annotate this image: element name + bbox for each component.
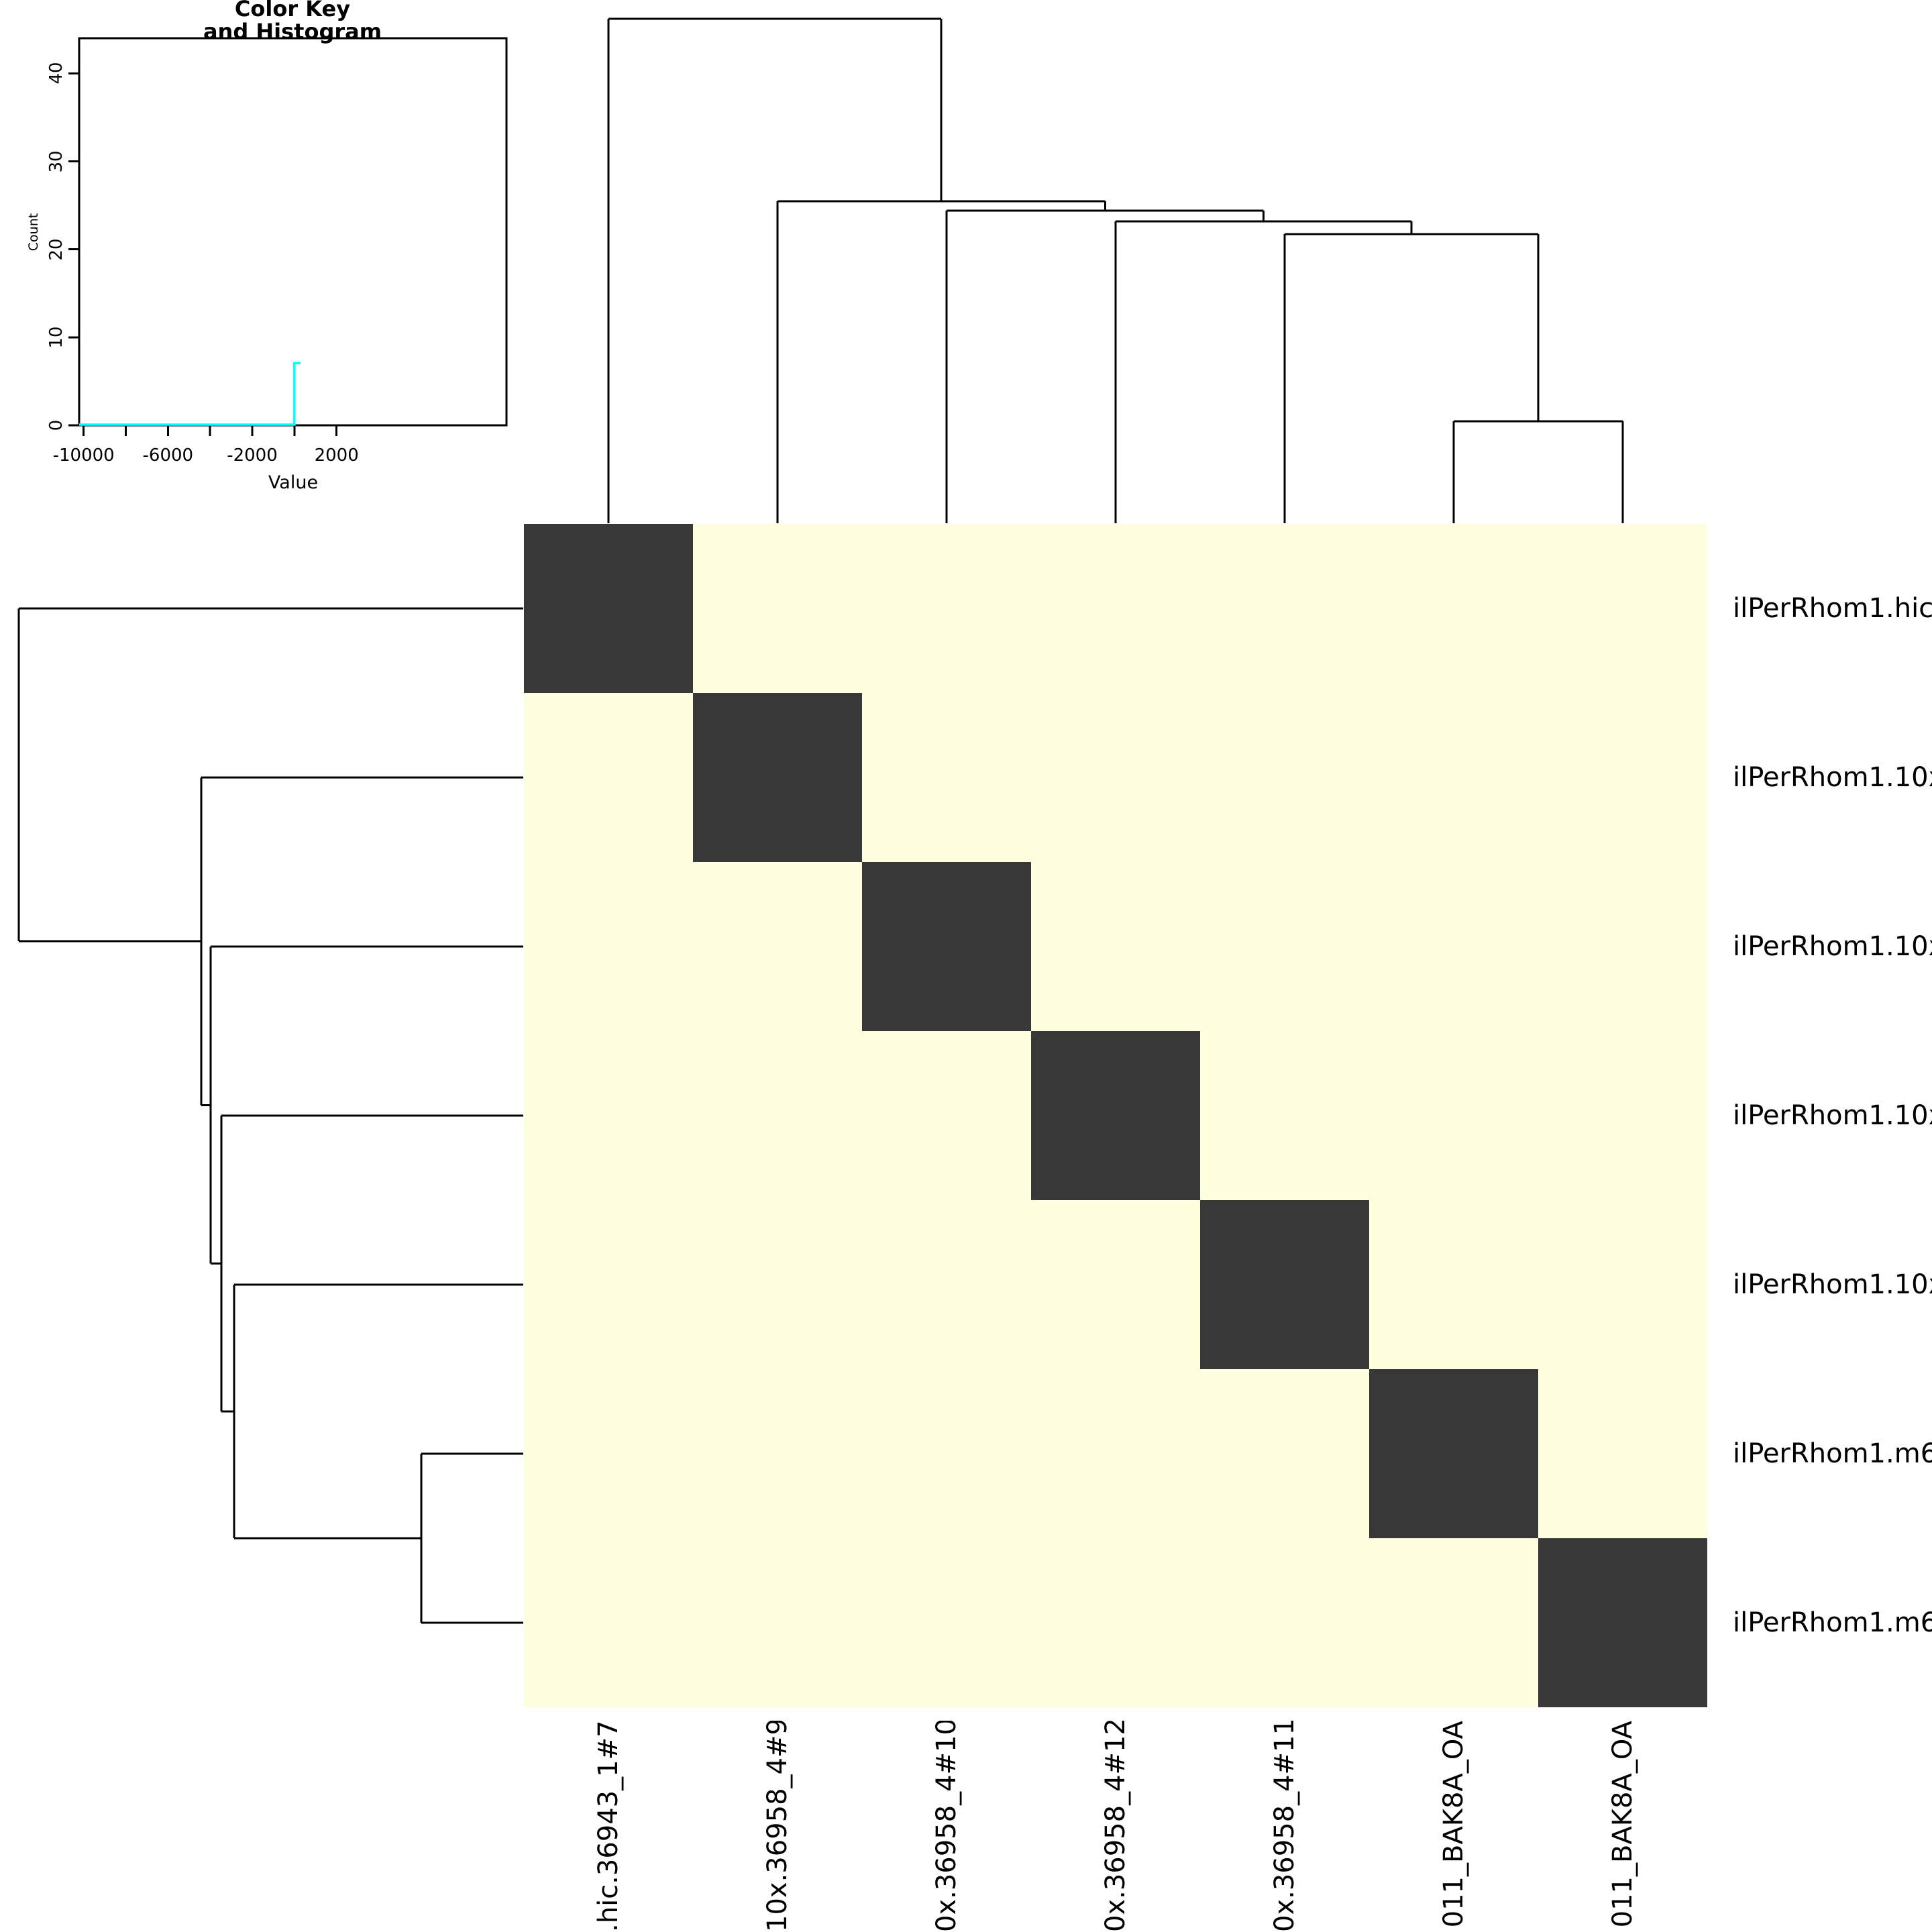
color-key-xlabel: Value — [268, 472, 319, 493]
column-dendrogram — [607, 17, 1624, 523]
x-tick-label: -2000 — [227, 445, 278, 466]
y-tick-label: 30 — [46, 150, 66, 173]
row-label: ilPerRhom1.10x — [1733, 1100, 1932, 1131]
color-key-title: Color Key and Histogram — [91, 0, 494, 43]
x-tick-label: -6000 — [142, 445, 194, 466]
heatmap-cell — [1369, 1369, 1538, 1538]
heatmap-cell — [1031, 1031, 1200, 1200]
heatmap-cell — [862, 862, 1031, 1031]
heatmap-cell — [1200, 1200, 1369, 1369]
row-label: ilPerRhom1.10x — [1733, 762, 1932, 793]
histogram-trace — [79, 362, 301, 426]
x-tick-label: 2000 — [314, 445, 359, 466]
color-key-ylabel: Count — [26, 213, 41, 252]
y-tick-label: 20 — [46, 238, 66, 261]
row-label: ilPerRhom1.hic. — [1733, 593, 1932, 624]
heatmap-cell — [524, 524, 693, 693]
color-key-panel — [68, 37, 508, 436]
y-tick-label: 40 — [46, 62, 66, 85]
row-label: ilPerRhom1.10x — [1733, 1269, 1932, 1300]
heatmap-cell — [1538, 1538, 1707, 1707]
x-tick-label: -10000 — [52, 445, 115, 466]
color-key-title-line1: Color Key — [234, 0, 351, 21]
color-key-box — [78, 37, 508, 427]
col-label: 0x.36958_4#12 — [1100, 1721, 1131, 1932]
y-tick-label: 10 — [46, 326, 66, 349]
row-label: ilPerRhom1.m64 — [1733, 1438, 1932, 1469]
col-label: 011_BAK8A_OA — [1438, 1721, 1469, 1928]
col-label: 011_BAK8A_OA — [1607, 1721, 1638, 1928]
row-label: ilPerRhom1.m64 — [1733, 1607, 1932, 1638]
y-tick-label: 0 — [46, 419, 66, 431]
col-label: .hic.36943_1#7 — [593, 1721, 624, 1932]
col-label: 0x.36958_4#10 — [931, 1721, 962, 1932]
row-label: ilPerRhom1.10x — [1733, 931, 1932, 962]
row-dendrogram — [17, 607, 523, 1624]
col-label: 0x.36958_4#11 — [1269, 1721, 1300, 1932]
heatmap-grid — [524, 524, 1707, 1707]
heatmap-cell — [693, 693, 862, 862]
color-key-title-line2: and Histogram — [203, 19, 382, 44]
col-label: 10x.36958_4#9 — [762, 1721, 793, 1932]
